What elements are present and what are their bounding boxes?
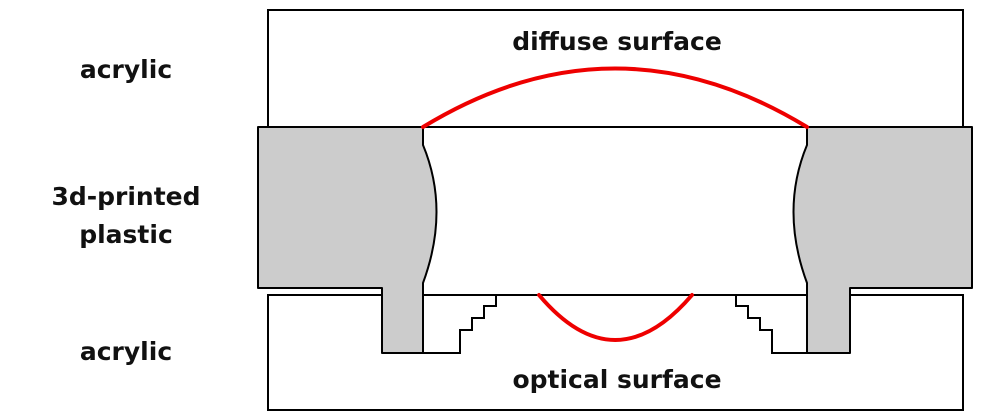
plastic-label-line1: 3d-printed xyxy=(51,182,200,211)
optical-surface-label: optical surface xyxy=(512,365,721,394)
optical-surface-curve xyxy=(537,293,694,342)
plastic-label-line2: plastic xyxy=(79,220,173,249)
diffuse-surface-label: diffuse surface xyxy=(512,27,722,56)
diffuse-surface-curve xyxy=(421,66,809,129)
bottom-acrylic-label: acrylic xyxy=(80,337,172,366)
top-acrylic-label: acrylic xyxy=(80,55,172,84)
bottom-stepped-cavity-right xyxy=(735,295,808,354)
left-plastic-piece xyxy=(257,126,438,354)
bottom-stepped-cavity xyxy=(422,295,497,354)
right-plastic-piece xyxy=(792,126,973,354)
